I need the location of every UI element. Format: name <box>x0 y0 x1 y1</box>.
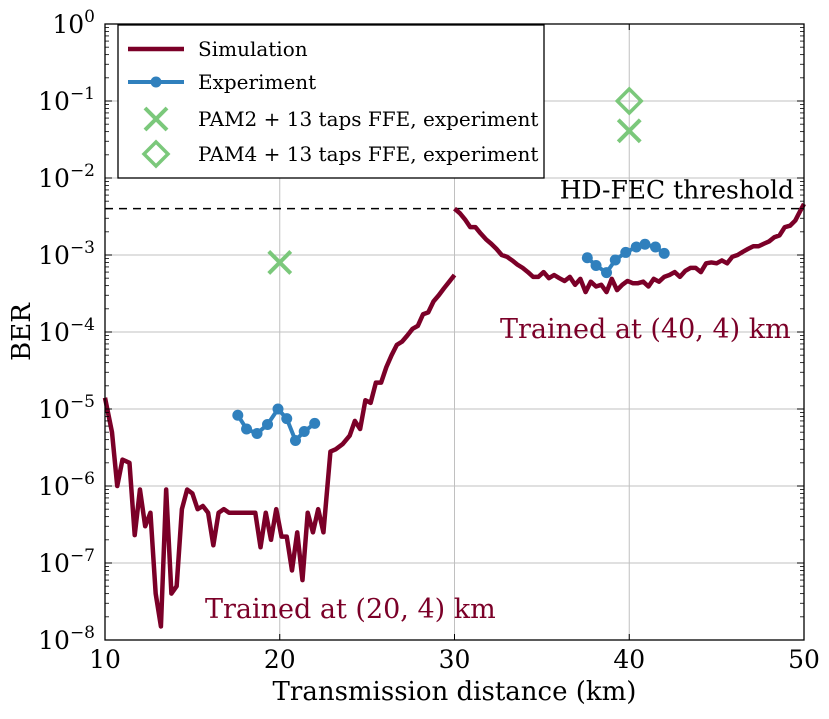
pam2-marker-stroke <box>616 118 642 144</box>
simulation-line-segment <box>453 202 806 295</box>
experiment-point <box>262 418 274 430</box>
legend-label: Simulation <box>198 37 308 61</box>
x-tick-label: 30 <box>439 645 471 674</box>
y-tick-label: 10−7 <box>38 546 95 578</box>
experiment-point <box>658 247 670 259</box>
y-tick-label: 10−6 <box>38 469 95 501</box>
experiment-point <box>639 238 651 250</box>
experiment-point <box>251 428 263 440</box>
experiment-point <box>289 434 301 446</box>
y-tick-label: 100 <box>52 7 95 39</box>
legend-label: Experiment <box>198 70 316 94</box>
x-tick-label: 40 <box>613 645 645 674</box>
pam2-marker <box>616 118 642 144</box>
pam2-marker <box>267 250 293 275</box>
experiment-point <box>241 423 253 435</box>
experiment-point <box>232 409 244 421</box>
legend-label: PAM2 + 13 taps FFE, experiment <box>198 107 538 131</box>
y-tick-label: 10−4 <box>38 315 95 347</box>
experiment-point <box>281 413 293 425</box>
y-tick-label: 10−3 <box>38 238 95 270</box>
simulation-line-segment <box>102 273 457 629</box>
y-tick-label: 10−2 <box>38 161 95 193</box>
experiment-point <box>601 267 613 279</box>
experiment-point <box>581 252 593 264</box>
x-tick-label: 20 <box>264 645 296 674</box>
pam2-marker-stroke <box>267 250 293 275</box>
experiment-point <box>272 403 284 415</box>
legend-swatch-pam4 <box>141 139 171 169</box>
experiment-point <box>590 260 602 272</box>
legend-label: PAM4 + 13 taps FFE, experiment <box>198 142 538 166</box>
y-tick-label: 10−5 <box>38 392 95 424</box>
y-tick-label: 10−1 <box>38 84 95 116</box>
legend-swatch-pam2 <box>143 106 169 132</box>
annotation-trained-20: Trained at (20, 4) km <box>205 594 496 625</box>
pam4-marker <box>614 86 644 116</box>
axis-ticks: 10 20 30 40 50 100 10−1 10−2 10−3 10−4 10−5 10−6 10−… <box>38 7 820 674</box>
legend: Simulation Experiment PAM2 + 13 taps FFE, … <box>117 24 545 179</box>
y-axis-label: BER <box>7 302 37 361</box>
data-series <box>102 86 806 629</box>
experiment-point <box>620 246 632 258</box>
x-tick-label: 10 <box>89 645 121 674</box>
legend-box <box>117 24 545 179</box>
annotation-trained-40: Trained at (40, 4) km <box>500 314 791 345</box>
annotations: Trained at (20, 4) km Trained at (40, 4)… <box>205 314 791 625</box>
threshold-label: HD-FEC threshold <box>560 176 794 205</box>
experiment-point <box>298 426 310 438</box>
experiment-point <box>630 241 642 253</box>
experiment-point <box>649 241 661 253</box>
hd-fec-threshold: HD-FEC threshold <box>105 176 804 210</box>
legend-swatch-experiment-marker <box>150 76 162 88</box>
x-tick-label: 50 <box>788 645 820 674</box>
x-axis-label: Transmission distance (km) <box>273 677 637 707</box>
experiment-point <box>609 254 621 266</box>
experiment-point <box>309 417 321 429</box>
y-tick-label: 10−8 <box>38 623 95 655</box>
